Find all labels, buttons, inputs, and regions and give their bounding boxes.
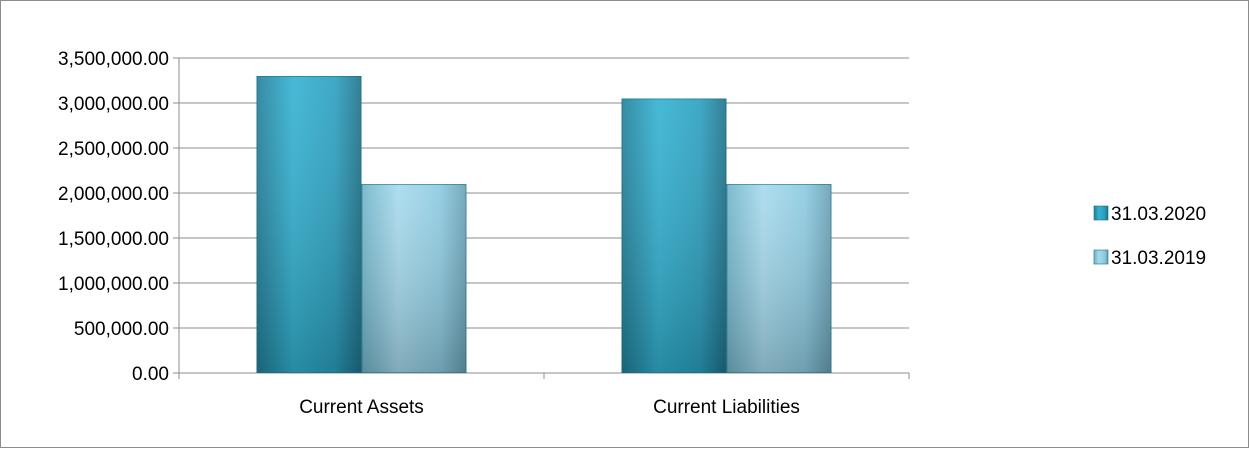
bar-outline [621,98,727,373]
bar-1-series-2 [361,184,467,373]
legend-swatch [1093,249,1109,265]
bar-2-series-1 [621,98,727,373]
legend-item-2: 31.03.2019 [1093,248,1206,269]
y-tick-label: 2,000,000.00 [58,184,169,205]
y-tick-label: 0.00 [132,364,169,385]
y-tick-label: 1,000,000.00 [58,274,169,295]
y-tick-label: 3,000,000.00 [58,94,169,115]
legend: 31.03.2020 31.03.2019 [1093,204,1206,269]
y-axis-tick-labels: 0.00 500,000.00 1,000,000.00 1,500,000.00 2,… [58,49,169,385]
bar-outline [726,184,832,373]
legend-label: 31.03.2020 [1111,204,1206,225]
y-tick-label: 2,500,000.00 [58,139,169,160]
legend-label: 31.03.2019 [1111,248,1206,269]
bar-2-series-2 [726,184,832,373]
x-category-label: Current Liabilities [653,397,800,418]
bar-1-series-1 [256,76,362,373]
bar-shade [726,184,832,373]
legend-item-1: 31.03.2020 [1093,204,1206,225]
legend-swatch [1093,205,1109,221]
bar-shade [256,76,362,373]
x-category-label: Current Assets [299,397,424,418]
y-tick-label: 500,000.00 [74,319,169,340]
bar-shade [361,184,467,373]
bars [256,76,832,373]
y-tick-label: 1,500,000.00 [58,229,169,250]
bar-outline [361,184,467,373]
bar-shade [621,98,727,373]
x-axis-category-labels: Current Assets Current Liabilities [299,397,800,418]
y-tick-label: 3,500,000.00 [58,49,169,70]
bar-outline [256,76,362,373]
